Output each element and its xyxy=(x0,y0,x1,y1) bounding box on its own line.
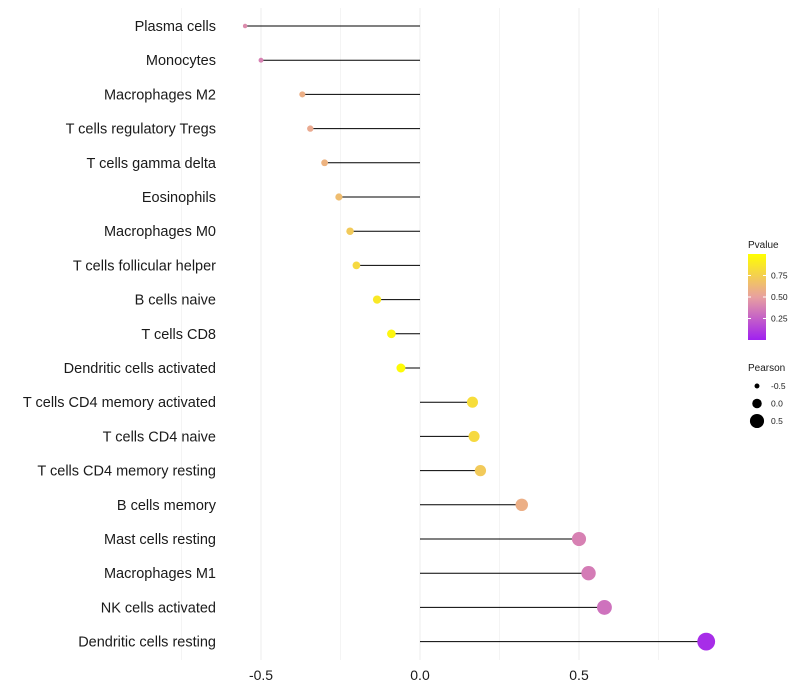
category-label: T cells CD4 memory activated xyxy=(23,395,216,411)
category-label: T cells regulatory Tregs xyxy=(66,122,216,138)
lollipop-point xyxy=(515,498,528,512)
x-tick-label: -0.5 xyxy=(249,667,273,683)
category-axis: Plasma cells Monocytes Macrophages M2 T cel… xyxy=(23,19,217,651)
grid-layer xyxy=(181,8,659,660)
lollipop-point xyxy=(352,261,361,270)
category-label: T cells CD4 naive xyxy=(103,429,216,445)
legend: Pvalue 0.25 0.50 0.75 Pearson -0.5 0.0 0.5 xyxy=(748,240,788,429)
color-legend-bar xyxy=(748,254,766,340)
lollipop-point xyxy=(571,531,587,547)
lollipop-point xyxy=(307,125,314,132)
category-label: Mast cells resting xyxy=(104,532,216,548)
category-label: T cells gamma delta xyxy=(87,156,217,172)
size-key-point xyxy=(752,398,762,409)
category-label: Macrophages M0 xyxy=(104,224,216,240)
size-key-label: 0.5 xyxy=(771,416,783,426)
lollipop-point xyxy=(581,566,596,581)
lollipop-point xyxy=(468,430,480,442)
category-label: T cells CD4 memory resting xyxy=(37,464,216,480)
lollipop-point xyxy=(597,599,612,615)
x-tick-label: 0.0 xyxy=(410,667,430,683)
category-label: B cells memory xyxy=(117,498,217,514)
lollipop-point xyxy=(697,632,716,651)
lollipop-point xyxy=(321,159,328,167)
point-layer xyxy=(242,23,716,651)
category-label: NK cells activated xyxy=(101,600,216,616)
color-legend-title: Pvalue xyxy=(748,240,779,251)
lollipop-point xyxy=(474,464,487,477)
lollipop-point xyxy=(346,227,354,235)
lollipop-point xyxy=(396,363,406,373)
category-label: Macrophages M1 xyxy=(104,566,216,582)
color-tick-label: 0.75 xyxy=(771,271,788,281)
segment-layer xyxy=(245,25,707,643)
lollipop-point xyxy=(299,91,306,98)
lollipop-point xyxy=(466,396,478,408)
lollipop-point xyxy=(387,329,396,339)
color-tick-label: 0.50 xyxy=(771,292,788,302)
size-legend-title: Pearson xyxy=(748,363,785,374)
lollipop-point xyxy=(372,295,382,304)
x-axis: -0.5 0.0 0.5 xyxy=(249,667,589,683)
category-label: Eosinophils xyxy=(142,190,216,206)
category-label: T cells CD8 xyxy=(141,327,216,343)
size-key-point xyxy=(754,383,760,389)
color-tick-label: 0.25 xyxy=(771,314,788,324)
category-label: Monocytes xyxy=(146,53,216,69)
category-label: Plasma cells xyxy=(135,19,216,35)
lollipop-point xyxy=(258,57,264,63)
category-label: B cells naive xyxy=(135,293,216,309)
category-label: T cells follicular helper xyxy=(73,258,216,274)
category-label: Dendritic cells resting xyxy=(78,635,216,651)
size-key-label: -0.5 xyxy=(771,381,786,391)
lollipop-point xyxy=(335,193,343,201)
x-tick-label: 0.5 xyxy=(569,667,589,683)
category-label: Dendritic cells activated xyxy=(64,361,216,377)
size-key-point xyxy=(749,413,765,429)
lollipop-point xyxy=(242,23,248,29)
size-key-label: 0.0 xyxy=(771,399,783,409)
category-label: Macrophages M2 xyxy=(104,87,216,103)
